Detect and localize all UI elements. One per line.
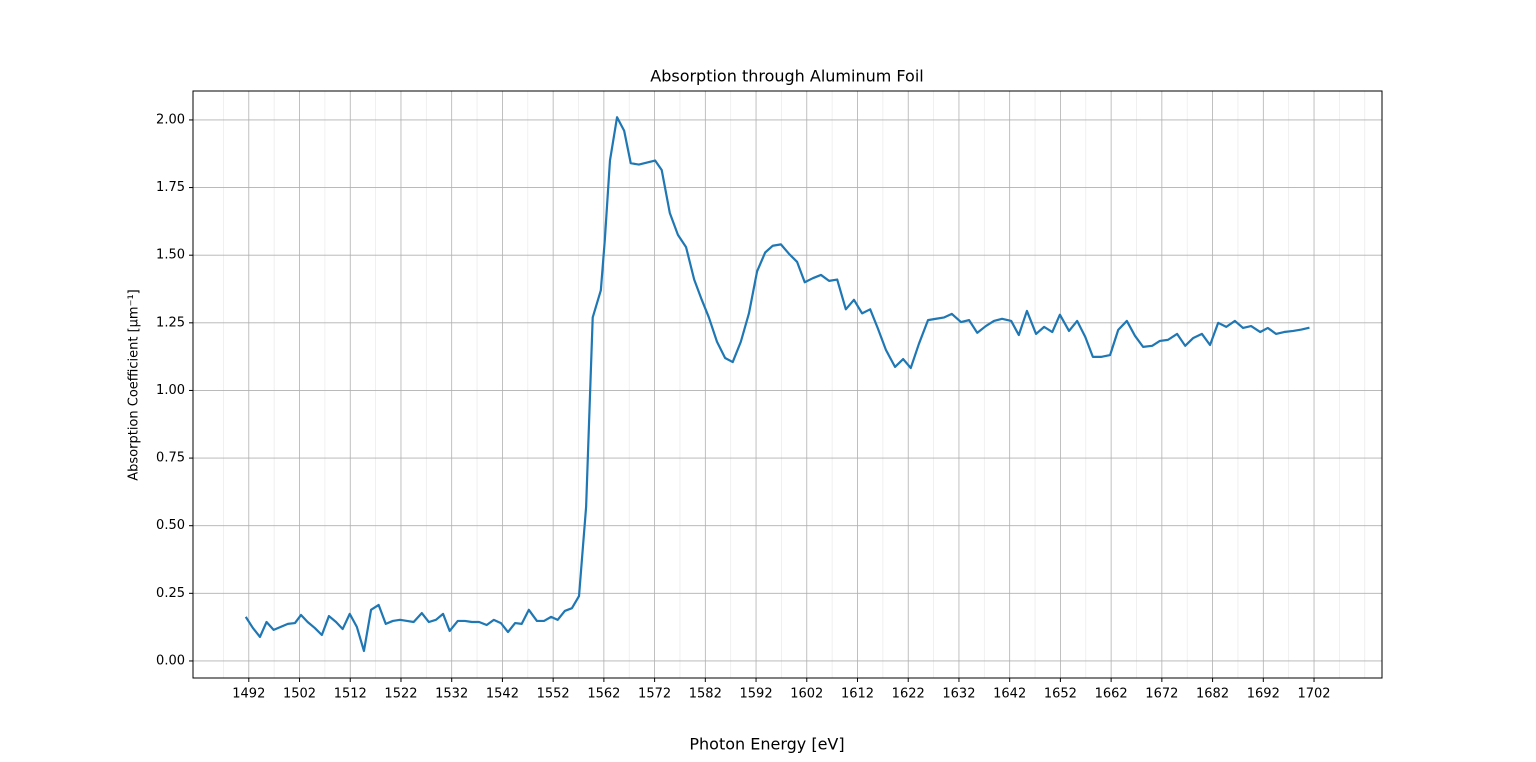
plot-frame <box>192 90 1383 679</box>
x-tick-label: 1492 <box>232 687 265 702</box>
y-tick-label: 1.75 <box>156 180 185 195</box>
x-tick-label: 1592 <box>740 687 773 702</box>
x-tick-label: 1512 <box>334 687 367 702</box>
x-tick-label: 1552 <box>537 687 570 702</box>
y-tick-label: 1.25 <box>156 315 185 330</box>
y-tick-label: 0.75 <box>156 451 185 466</box>
x-tick-label: 1502 <box>283 687 316 702</box>
x-tick-label: 1622 <box>892 687 925 702</box>
data-line <box>244 116 1310 653</box>
x-tick-label: 1602 <box>790 687 823 702</box>
y-tick-label: 0.25 <box>156 586 185 601</box>
y-tick-label: 1.50 <box>156 248 185 263</box>
x-tick-label: 1582 <box>689 687 722 702</box>
chart-title: Absorption through Aluminum Foil <box>650 67 923 86</box>
x-tick-label: 1702 <box>1297 687 1330 702</box>
y-tick-label: 0.50 <box>156 518 185 533</box>
y-tick-label: 0.00 <box>156 653 185 668</box>
x-tick-label: 1562 <box>587 687 620 702</box>
x-axis-label: Photon Energy [eV] <box>689 735 844 754</box>
x-tick-label: 1612 <box>841 687 874 702</box>
x-tick-label: 1692 <box>1247 687 1280 702</box>
y-axis-label: Absorption Coefficient [μm⁻¹] <box>127 289 142 480</box>
x-tick-label: 1652 <box>1044 687 1077 702</box>
x-tick-label: 1682 <box>1196 687 1229 702</box>
x-tick-label: 1662 <box>1095 687 1128 702</box>
x-tick-label: 1642 <box>993 687 1026 702</box>
y-tick-label: 2.00 <box>156 112 185 127</box>
x-tick-label: 1572 <box>638 687 671 702</box>
x-tick-label: 1672 <box>1145 687 1178 702</box>
x-tick-label: 1522 <box>384 687 417 702</box>
x-tick-label: 1542 <box>486 687 519 702</box>
x-tick-label: 1532 <box>435 687 468 702</box>
y-tick-label: 1.00 <box>156 383 185 398</box>
x-tick-label: 1632 <box>942 687 975 702</box>
